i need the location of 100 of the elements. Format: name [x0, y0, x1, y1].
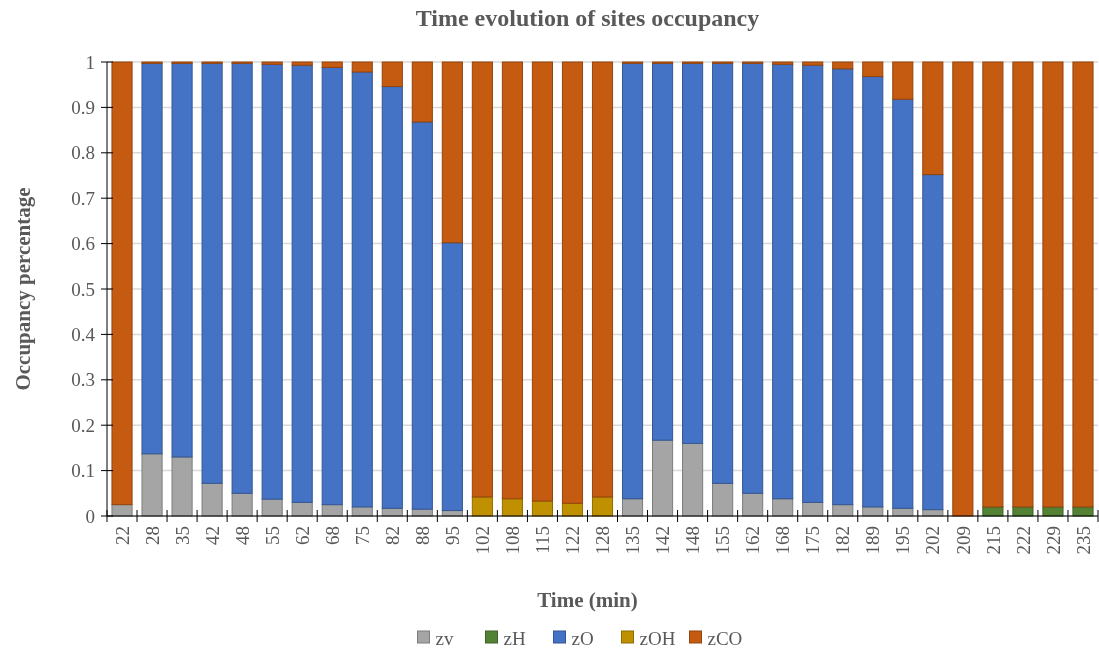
x-tick-label: 182	[832, 526, 854, 555]
bar	[892, 61, 914, 100]
bar	[952, 61, 974, 517]
y-tick-label: 0.1	[71, 460, 95, 482]
legend-label: zCO	[707, 627, 743, 649]
legend-label: zO	[571, 627, 594, 649]
bar	[922, 61, 944, 176]
bar	[171, 62, 193, 458]
bar	[471, 61, 493, 498]
bar	[441, 242, 463, 512]
bar	[862, 76, 884, 508]
bar	[772, 61, 794, 65]
bar	[501, 61, 523, 500]
x-tick-label: 235	[1072, 526, 1094, 555]
bar	[351, 61, 373, 73]
bar	[862, 61, 884, 78]
bar	[291, 61, 313, 66]
x-tick-label: 55	[261, 526, 283, 545]
bar	[261, 61, 283, 65]
x-tick-label: 148	[682, 526, 704, 555]
bar	[411, 61, 433, 123]
bar	[441, 61, 463, 244]
bar	[832, 68, 854, 506]
x-tick-label: 189	[862, 526, 884, 555]
x-tick-label: 229	[1042, 526, 1064, 555]
bar	[381, 61, 403, 88]
y-tick-label: 0.3	[71, 369, 95, 391]
y-tick-label: 0.7	[71, 187, 95, 209]
y-tick-label: 0.9	[71, 97, 95, 119]
legend-label: zv	[435, 627, 454, 649]
bar	[171, 456, 193, 517]
x-tick-label: 75	[351, 526, 373, 545]
x-tick-label: 95	[442, 526, 463, 545]
bar	[652, 62, 674, 441]
x-tick-label: 128	[592, 526, 614, 555]
bar	[531, 61, 553, 502]
bar	[201, 62, 223, 484]
bar	[381, 86, 403, 509]
x-tick-label: 135	[622, 526, 644, 555]
bar	[712, 62, 734, 484]
bar	[591, 61, 614, 498]
x-tick-label: 209	[952, 526, 974, 555]
y-tick-label: 0.5	[71, 278, 95, 300]
bar	[802, 61, 824, 66]
y-tick-label: 0.4	[71, 324, 96, 346]
y-tick-label: 0	[85, 505, 95, 527]
chart-title: Time evolution of sites occupancy	[415, 5, 760, 31]
bar	[682, 442, 704, 517]
bar	[652, 439, 674, 517]
x-tick-label: 35	[171, 526, 193, 545]
x-tick-label: 22	[111, 526, 133, 545]
x-axis-title: Time (min)	[537, 588, 638, 612]
x-tick-label: 155	[712, 526, 734, 555]
x-tick-label: 222	[1012, 526, 1034, 555]
x-tick-label: 88	[411, 526, 433, 545]
x-tick-label: 215	[982, 526, 1004, 555]
y-tick-label: 1	[85, 51, 95, 73]
x-tick-label: 142	[652, 526, 674, 555]
bar	[321, 66, 343, 506]
bar	[892, 98, 914, 509]
bar	[351, 71, 373, 508]
bar	[802, 64, 824, 503]
x-tick-label: 202	[922, 526, 944, 555]
bar	[141, 453, 163, 517]
bar	[111, 61, 133, 506]
x-tick-label: 48	[231, 526, 253, 545]
bar	[561, 61, 584, 504]
bar	[321, 61, 343, 68]
y-tick-label: 0.8	[71, 142, 95, 164]
bar	[201, 482, 223, 517]
bar	[772, 63, 794, 500]
x-tick-label: 122	[562, 526, 584, 555]
x-tick-label: 102	[472, 526, 494, 555]
x-tick-label: 62	[291, 526, 313, 545]
bar	[1072, 61, 1094, 508]
bar	[141, 62, 163, 455]
x-tick-label: 115	[532, 526, 554, 554]
x-tick-label: 108	[502, 526, 524, 555]
bar	[742, 62, 764, 494]
bar	[832, 61, 854, 70]
bar	[231, 492, 253, 517]
bar	[411, 121, 433, 510]
bar	[922, 174, 944, 511]
x-tick-label: 168	[772, 526, 794, 555]
x-tick-label: 175	[802, 526, 824, 555]
y-tick-label: 0.2	[71, 414, 95, 436]
x-tick-label: 162	[742, 526, 764, 555]
x-tick-label: 82	[381, 526, 403, 545]
x-tick-label: 42	[201, 526, 223, 545]
bar	[982, 61, 1004, 508]
bar	[231, 62, 253, 494]
bar	[1042, 61, 1064, 508]
bar	[1012, 61, 1034, 508]
y-axis-title: Occupancy percentage	[11, 187, 35, 391]
legend-label: zOH	[639, 627, 676, 649]
bar	[291, 64, 313, 503]
legend-label: zH	[503, 627, 526, 649]
y-tick-label: 0.6	[71, 233, 95, 255]
bar	[712, 482, 734, 517]
x-tick-label: 68	[321, 526, 343, 545]
